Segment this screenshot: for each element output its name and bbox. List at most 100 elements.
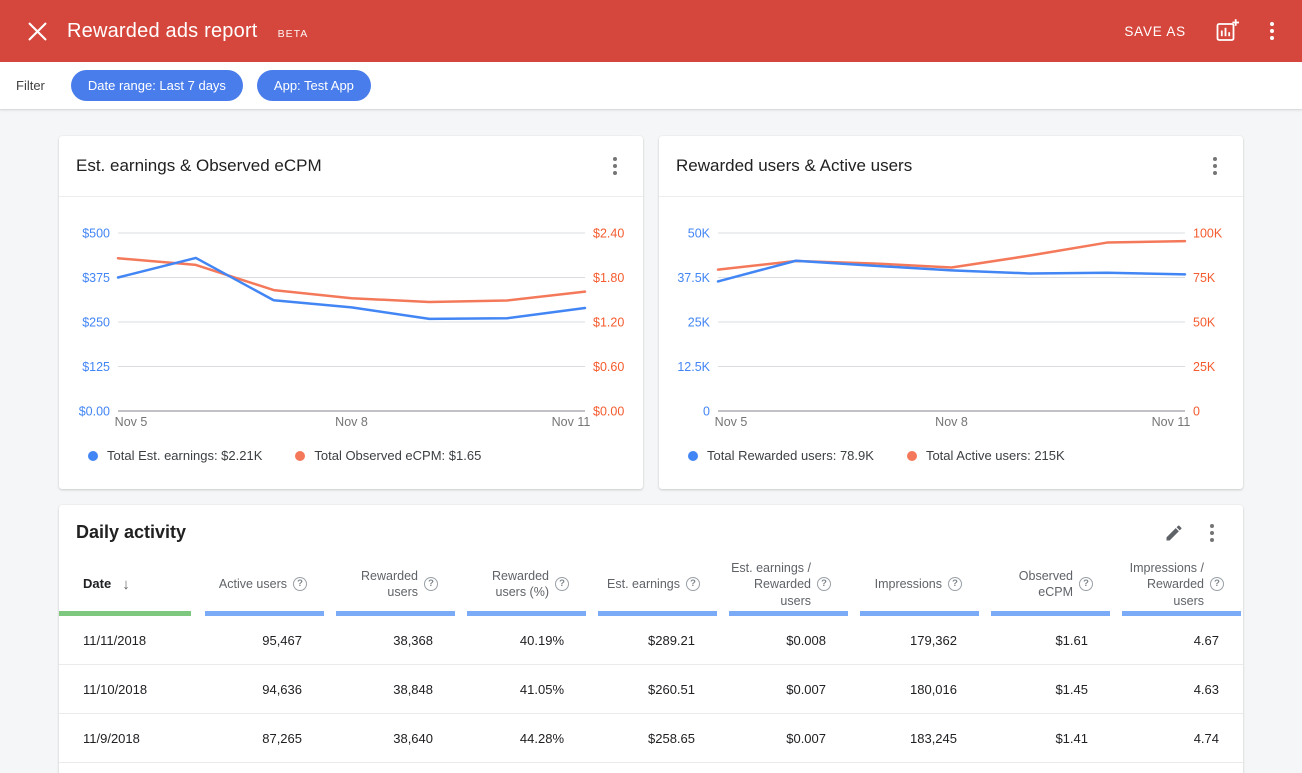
help-icon[interactable]: ? [1079,577,1093,592]
column-header-rewarded-users[interactable]: Rewarded users (%)? [457,560,588,616]
chart-legend: Total Est. earnings: $2.21K Total Observe… [88,448,643,463]
help-icon[interactable]: ? [948,577,962,592]
svg-text:100K: 100K [1193,227,1223,241]
column-label: Active users [218,577,287,592]
column-label: Est. earnings [607,577,680,592]
column-label: Date [83,575,112,591]
cell-value: 38,848 [326,664,457,714]
add-chart-icon[interactable] [1214,18,1240,44]
legend-dot-icon [688,450,698,461]
table-header-row: Date ↓ Active users? Rewarded users? Rewarde… [59,560,1243,616]
cell-value: 4.67 [1193,632,1219,648]
legend-dot-icon [88,450,98,461]
svg-text:75K: 75K [1193,271,1216,285]
svg-text:Nov 8: Nov 8 [935,415,968,429]
legend-label: Total Active users: 215K [925,448,1065,463]
column-header-rewarded-users[interactable]: Rewarded users? [326,560,457,616]
svg-text:$1.80: $1.80 [593,271,624,285]
help-icon[interactable]: ? [1210,577,1224,592]
column-header-impressions-rewarded-users[interactable]: Impressions / Rewarded users? [1112,560,1243,616]
svg-text:$0.60: $0.60 [593,360,624,374]
metric-column-bar [1122,610,1241,616]
app-bar: Rewarded ads report BETA SAVE AS [0,0,1302,62]
cell-value: 183,245 [850,713,981,763]
column-label: Rewarded users (%) [492,569,549,600]
chart-canvas: $0.00 $0.00 $125 $0.60 $250 $1.20 $375 $1.80 $50… [79,227,625,430]
svg-text:25K: 25K [688,316,711,330]
cell-value: 38,640 [326,713,457,763]
filter-chip[interactable]: Date range: Last 7 days [70,70,243,101]
legend-item: Total Est. earnings: $2.21K [88,448,262,463]
chart-canvas: 0 0 12.5K 25K 25K 50K 37.5K 75K 50K 100K Nov 5 Nov … [677,227,1223,430]
cell-value: 4.63 [1112,664,1243,714]
svg-text:50K: 50K [1193,316,1216,330]
help-icon[interactable]: ? [424,577,438,592]
svg-text:$1.20: $1.20 [593,316,624,330]
svg-text:$0.00: $0.00 [79,405,110,419]
filter-chips: Date range: Last 7 days App: Test App [70,70,371,101]
metric-column-bar [598,610,717,616]
cell-value: $258.65 [588,713,719,763]
svg-text:Nov 5: Nov 5 [115,415,148,429]
table-title: Daily activity [76,522,187,542]
chart-title: Est. earnings & Observed eCPM [76,156,322,175]
filter-chip[interactable]: App: Test App [256,70,371,101]
svg-text:50K: 50K [688,227,711,241]
legend-item: Total Active users: 215K [906,448,1065,463]
card-menu-icon[interactable] [1208,522,1216,544]
svg-text:$125: $125 [82,360,110,374]
cell-value: 95,467 [262,632,302,648]
svg-text:37.5K: 37.5K [677,271,710,285]
help-icon[interactable]: ? [817,577,831,592]
card-menu-icon[interactable] [1211,155,1219,177]
close-icon[interactable] [28,22,47,41]
overflow-menu-icon[interactable] [1268,20,1276,42]
save-as-button[interactable]: SAVE AS [1124,23,1186,39]
cell-date: 11/9/2018 [59,713,195,763]
charts-row: Est. earnings & Observed eCPM $0.00 $0.00… [59,136,1243,489]
cell-value: 4.74 [1112,713,1243,763]
metric-column-bar [991,610,1110,616]
svg-text:$250: $250 [82,316,110,330]
cell-value: 40.19% [519,632,564,648]
help-icon[interactable]: ? [293,577,307,592]
column-header-impressions[interactable]: Impressions? [850,560,981,616]
column-header-observed-ecpm[interactable]: Observed eCPM? [981,560,1112,616]
svg-text:12.5K: 12.5K [677,360,710,374]
svg-text:$500: $500 [82,227,110,241]
legend-item: Total Rewarded users: 78.9K [688,448,874,463]
column-header-date[interactable]: Date ↓ [59,560,195,616]
cell-value: 38,368 [393,632,433,648]
cell-date: 11/10/2018 [59,664,195,714]
column-header-active-users[interactable]: Active users? [195,560,326,616]
card-menu-icon[interactable] [611,155,619,177]
card-rewarded-active-users: Rewarded users & Active users 0 0 12.5K 25K… [659,136,1243,489]
daily-activity-table: Date ↓ Active users? Rewarded users? Rewarde… [59,560,1243,773]
cell-value: $289.21 [648,632,695,648]
card-est-earnings-ecpm: Est. earnings & Observed eCPM $0.00 $0.00… [59,136,643,489]
metric-column-bar [205,610,324,616]
column-label: Rewarded users [361,569,418,600]
page-title: Rewarded ads report [67,19,258,42]
cell-value: 41.05% [457,664,588,714]
table-row: 11/9/2018 87,265 38,640 44.28% $258.65 $0.007… [59,713,1243,763]
cell-value: 179,362 [910,632,957,648]
legend-label: Total Rewarded users: 78.9K [707,448,874,463]
sort-descending-icon[interactable]: ↓ [122,575,130,593]
cell-empty [59,762,1243,773]
column-header-est-earnings-rewarded-users[interactable]: Est. earnings / Rewarded users? [719,560,850,616]
edit-icon[interactable] [1164,523,1184,543]
help-icon[interactable]: ? [686,577,700,592]
svg-text:Nov 11: Nov 11 [1152,415,1191,429]
column-label: Impressions / Rewarded users [1129,561,1204,608]
help-icon[interactable]: ? [555,577,569,592]
cell-date: 11/11/2018 [83,632,147,648]
column-header-est-earnings[interactable]: Est. earnings? [588,560,719,616]
cell-value: 180,016 [850,664,981,714]
svg-text:Nov 11: Nov 11 [552,415,591,429]
card-daily-activity: Daily activity Date ↓ Active users? Rewarde… [59,505,1243,773]
date-column-bar [59,610,191,616]
svg-text:Nov 8: Nov 8 [335,415,368,429]
table-row-partial [59,762,1243,773]
cell-value: $0.007 [719,664,850,714]
